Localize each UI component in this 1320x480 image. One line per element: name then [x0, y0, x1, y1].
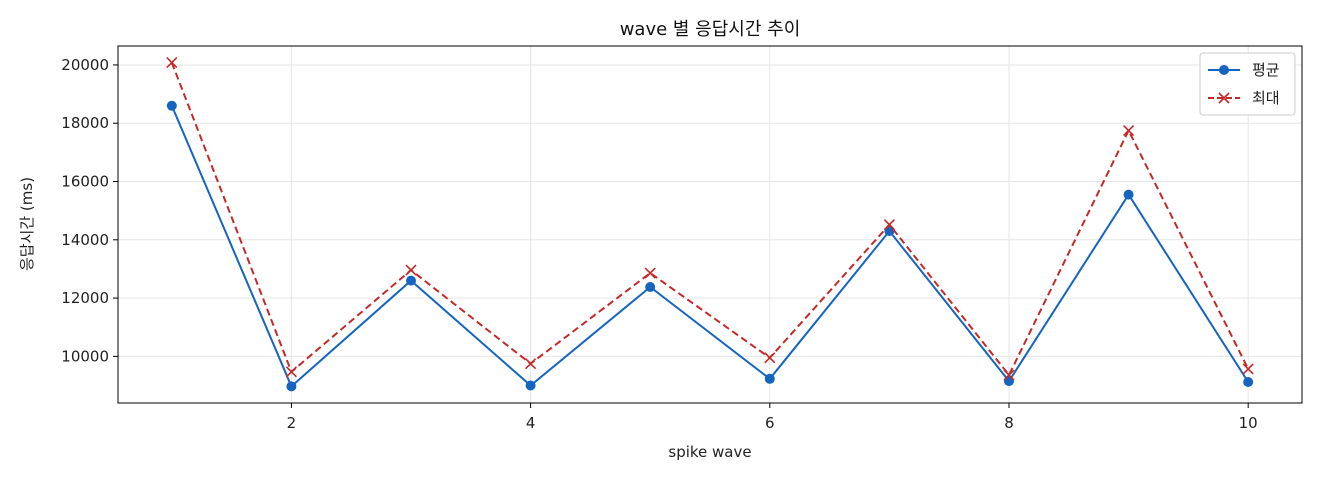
data-point — [1123, 124, 1135, 137]
x-tick-label: 8 — [1004, 414, 1014, 432]
y-tick-label: 16000 — [61, 173, 109, 191]
axis-ticks: 2 4 6 8 10 10000 12000 14000 16000 18000 20000 — [61, 56, 1257, 432]
data-point — [405, 264, 417, 276]
legend-label: 평균 — [1252, 61, 1280, 79]
legend-marker — [1219, 65, 1229, 75]
data-point — [764, 373, 775, 384]
data-point — [166, 100, 177, 111]
data-point — [1242, 363, 1254, 375]
data-point — [406, 275, 417, 286]
series-line — [170, 105, 1250, 389]
y-tick-label: 14000 — [61, 231, 109, 249]
x-tick-label: 6 — [765, 414, 775, 432]
data-point — [883, 219, 895, 231]
y-tick-label: 12000 — [61, 289, 109, 307]
series-2 — [166, 57, 1254, 381]
data-point — [166, 57, 178, 69]
x-tick-label: 2 — [287, 414, 297, 432]
data-point — [1123, 189, 1134, 200]
legend-box — [1199, 52, 1296, 116]
data-point — [1243, 377, 1254, 388]
legend-item: 평균 — [1208, 61, 1280, 79]
plot-frame — [117, 45, 1303, 404]
data-point — [1003, 369, 1015, 381]
series-line — [170, 62, 1250, 377]
chart-title: wave 별 응답시간 추이 — [620, 19, 801, 40]
data-point — [525, 380, 536, 391]
grid — [118, 46, 1302, 403]
legend-item: 최대 — [1208, 89, 1280, 107]
data-point — [286, 381, 297, 392]
y-axis-label: 응답시간 (ms) — [18, 177, 36, 271]
legend-marker — [1218, 92, 1230, 104]
data-point — [645, 282, 656, 293]
data-point — [764, 352, 776, 364]
x-tick-label: 10 — [1239, 414, 1258, 432]
data-point — [285, 366, 297, 378]
data-point — [644, 267, 656, 279]
y-tick-label: 18000 — [61, 114, 109, 132]
series-layer — [166, 57, 1254, 392]
series-1 — [166, 100, 1254, 392]
x-axis-label: spike wave — [668, 443, 751, 461]
y-tick-label: 10000 — [61, 347, 109, 365]
legend-label: 최대 — [1252, 89, 1280, 107]
data-point — [525, 358, 537, 370]
y-tick-label: 20000 — [61, 56, 109, 74]
x-tick-label: 4 — [526, 414, 536, 432]
